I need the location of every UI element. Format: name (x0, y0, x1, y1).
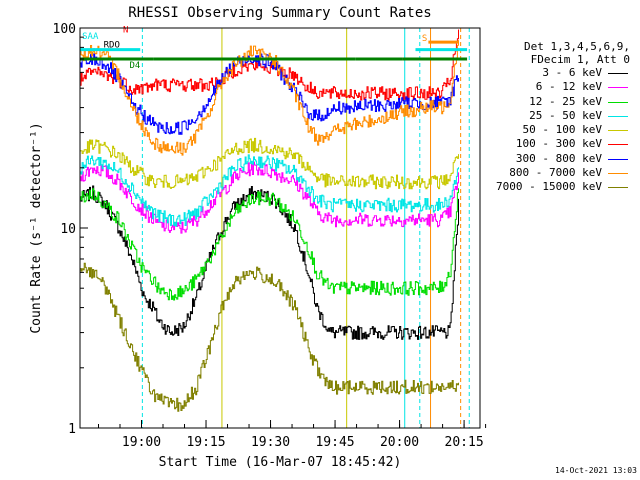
x-axis-label: Start Time (16-Mar-07 18:45:42) (159, 455, 402, 470)
annotation-rdo: RDO (104, 40, 120, 50)
legend-entry-3: 25 - 50 keV (470, 109, 630, 123)
series-line-5 (80, 29, 459, 102)
x-tick-label-4: 20:00 (380, 435, 419, 450)
legend-label: 300 - 800 keV (515, 151, 602, 165)
legend-label: 100 - 300 keV (515, 137, 602, 151)
legend-swatch (608, 187, 628, 189)
x-tick-label-3: 19:45 (315, 435, 354, 450)
x-tick-label-5: 20:15 (445, 435, 484, 450)
footer-date: 14-Oct-2021 13:03 (555, 466, 637, 475)
legend-entry-8: 7000 - 15000 keV (470, 180, 630, 194)
legend-label: 3 - 6 keV (542, 66, 602, 79)
chart-legend: Det 1,3,4,5,6,9, FDecim 1, Att 0 3 - 6 k… (470, 40, 630, 195)
x-tick-label-1: 19:15 (186, 435, 225, 450)
legend-entry-1: 6 - 12 keV (470, 80, 630, 94)
legend-header-line-2: FDecim 1, Att 0 (530, 53, 630, 66)
legend-swatch (608, 173, 628, 175)
x-tick-label-2: 19:30 (251, 435, 290, 450)
annotation-saa: SAA (82, 32, 99, 42)
legend-entry-2: 12 - 25 keV (470, 95, 630, 109)
series-line-3 (80, 154, 459, 227)
legend-label: 25 - 50 keV (529, 108, 602, 122)
legend-swatch (608, 87, 628, 89)
legend-entry-5: 100 - 300 keV (470, 137, 630, 151)
series-line-6 (80, 53, 459, 135)
legend-entry-6: 300 - 800 keV (470, 152, 630, 166)
legend-entry-7: 800 - 7000 keV (470, 166, 630, 180)
legend-swatch (608, 101, 628, 103)
axis-ticks: 19:00 19:15 19:30 19:45 20:00 20:15 1 10 100 (53, 22, 487, 450)
series-line-4 (80, 137, 459, 190)
legend-swatch (608, 130, 628, 132)
y-tick-label-2: 100 (53, 22, 76, 37)
series-line-7 (80, 40, 459, 156)
legend-label: 800 - 7000 keV (509, 166, 602, 180)
series-line-8 (80, 262, 459, 412)
y-tick-label-1: 10 (60, 222, 76, 237)
y-tick-label-0: 1 (68, 422, 76, 437)
chart-title: RHESSI Observing Summary Count Rates (128, 5, 431, 21)
annotation-n: N (123, 25, 128, 35)
series-line-1 (80, 161, 459, 234)
legend-entry-4: 50 - 100 keV (470, 123, 630, 137)
legend-label: 6 - 12 keV (535, 80, 602, 94)
legend-label: 50 - 100 keV (522, 123, 602, 137)
legend-entry-0: 3 - 6 keV (470, 66, 630, 80)
legend-label: 7000 - 15000 keV (496, 180, 602, 194)
annotation-s: S (422, 34, 427, 44)
legend-header-line-1: Det 1,3,4,5,6,9, (524, 40, 630, 53)
legend-swatch (608, 144, 628, 146)
legend-swatch (608, 115, 628, 117)
y-axis-label: Count Rate (s⁻¹ detector⁻¹) (29, 122, 44, 333)
legend-label: 12 - 25 keV (529, 94, 602, 108)
x-tick-label-0: 19:00 (122, 435, 161, 450)
annotation-d4: D4 (129, 61, 140, 71)
series-line-2 (80, 188, 459, 301)
legend-swatch (608, 158, 628, 160)
legend-swatch (608, 73, 628, 74)
legend-entries: 3 - 6 keV 6 - 12 keV 12 - 25 keV 25 - 50 ke… (470, 66, 630, 195)
